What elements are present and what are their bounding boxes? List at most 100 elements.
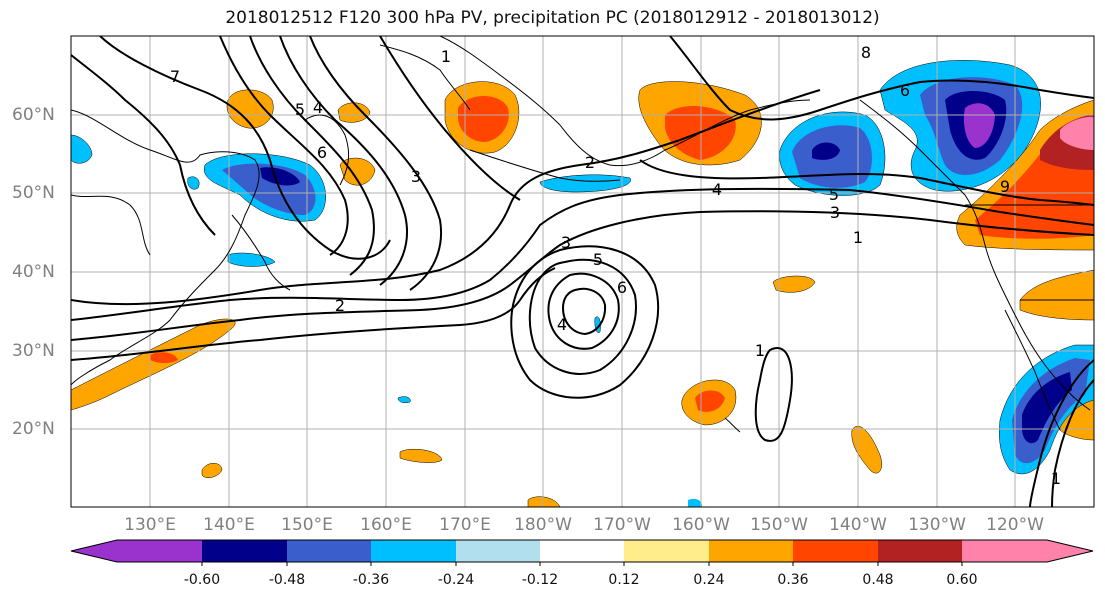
- pv-contour: [669, 36, 1094, 121]
- contour-label: 3: [411, 167, 421, 186]
- contour-label: 5: [295, 100, 305, 119]
- contour-label: 4: [313, 98, 323, 117]
- map-frame: [70, 35, 1095, 508]
- pv-contour: [754, 347, 793, 442]
- lon-label: 130°E: [124, 515, 176, 535]
- pv-contour: [1029, 359, 1094, 507]
- contour-label: 6: [317, 143, 327, 162]
- precip-negative-blob: [71, 134, 93, 164]
- colorbar-tick-label: -0.36: [352, 572, 390, 588]
- pv-contour: [71, 89, 821, 306]
- precip-positive-blob: [1019, 269, 1094, 321]
- precip-negative-blob: [812, 142, 840, 160]
- coastline-alaska: [439, 36, 811, 167]
- precip-positive-blob: [201, 463, 223, 478]
- pv-contour: [71, 187, 1094, 321]
- precip-positive-blob: [399, 449, 443, 463]
- colorbar-tick-label: 0.48: [862, 572, 894, 588]
- pv-contour: [71, 210, 1094, 341]
- map-title: 2018012512 F120 300 hPa PV, precipitatio…: [225, 8, 880, 28]
- contour-label: 6: [617, 278, 627, 297]
- precip-positive-blob: [695, 390, 725, 412]
- colorbar-tick-label: 0.36: [777, 572, 809, 588]
- pv-contour: [309, 36, 442, 291]
- lon-label: 150°W: [750, 515, 808, 535]
- precip-positive-blob: [150, 352, 178, 363]
- pv-contour: [249, 36, 375, 276]
- graticule: [71, 36, 1094, 507]
- pv-contour: [99, 36, 391, 260]
- precip-positive-blob: [527, 496, 561, 507]
- colorbar-tick-label: 0.12: [608, 572, 640, 588]
- coastline-hawaii: [724, 417, 741, 433]
- pv-contour: [71, 267, 556, 361]
- contour-label: 1: [1051, 469, 1061, 488]
- contour-label: 9: [1000, 177, 1010, 196]
- contour-label: 4: [557, 315, 567, 334]
- contour-labels: 7 5 4 6 3 1 2 3 5 6 4 2 4 5 3 1 6 8 9 1 …: [170, 43, 1061, 488]
- pv-contour: [1051, 379, 1094, 507]
- pv-contour: [219, 36, 349, 256]
- coastline-japan: [231, 214, 291, 291]
- coastline-na-west: [859, 99, 1091, 411]
- precip-positive-blob: [1060, 116, 1094, 150]
- lat-label: 20°N: [12, 419, 55, 439]
- lat-label: 50°N: [12, 183, 55, 203]
- contour-label: 3: [561, 233, 571, 252]
- lat-label: 30°N: [12, 341, 55, 361]
- contour-label: 7: [170, 67, 180, 86]
- coastline-kamchatka: [304, 114, 350, 186]
- pv-contour: [379, 36, 521, 201]
- contour-label: 5: [829, 185, 839, 204]
- precip-positive-blob: [772, 275, 816, 293]
- colorbar-tick-label: 0.60: [946, 572, 978, 588]
- pv-contour: [71, 54, 216, 236]
- precip-positive-blob: [851, 425, 882, 474]
- colorbar-tick-label: -0.12: [521, 572, 559, 588]
- pv-contours: [71, 36, 1094, 507]
- contour-label: 3: [830, 203, 840, 222]
- pv-contour: [561, 287, 607, 336]
- pv-contour: [279, 36, 409, 286]
- coastline-aleutians: [469, 149, 621, 182]
- lon-label: 160°E: [360, 515, 412, 535]
- colorbar-tick-label: 0.24: [693, 572, 725, 588]
- lon-label: 140°W: [829, 515, 887, 535]
- coastline-siberia: [379, 44, 471, 111]
- contour-label: 1: [441, 47, 451, 66]
- contour-label: 2: [335, 296, 345, 315]
- precip-positive-blob: [337, 102, 371, 123]
- lon-label: 160°W: [672, 515, 730, 535]
- precip-negative-blob: [397, 396, 411, 404]
- lon-label: 170°W: [593, 515, 651, 535]
- coastline-asia: [71, 109, 260, 386]
- coastline-asia-inland: [71, 194, 151, 256]
- pv-contour: [639, 159, 1094, 206]
- precip-positive-blob: [458, 96, 509, 142]
- coastline-baja: [1004, 309, 1061, 431]
- contour-label: 1: [755, 341, 765, 360]
- lon-label: 120°W: [986, 515, 1044, 535]
- contour-label: 8: [861, 43, 871, 62]
- precip-positive-blob: [339, 157, 376, 186]
- lon-label: 140°E: [203, 515, 255, 535]
- contour-label: 5: [593, 250, 603, 269]
- pv-contour: [510, 245, 660, 399]
- precip-negative-blob: [539, 174, 631, 193]
- pv-contour: [547, 272, 620, 350]
- lon-label: 130°W: [908, 515, 966, 535]
- contour-label: 4: [712, 180, 722, 199]
- lon-label: 150°E: [281, 515, 333, 535]
- precip-negative-blob: [187, 176, 200, 190]
- precip-negative-blob: [688, 498, 703, 507]
- lon-label: 180°W: [514, 515, 572, 535]
- pv-contour: [528, 258, 637, 375]
- precip-negative-blob: [963, 103, 995, 148]
- colorbar-tick-label: -0.48: [268, 572, 306, 588]
- precip-negative-blob: [1022, 372, 1072, 444]
- colorbar-tick-label: -0.60: [183, 572, 221, 588]
- lat-label: 60°N: [12, 105, 55, 125]
- coastlines: [71, 36, 1094, 433]
- precip-negative-blob: [227, 252, 276, 267]
